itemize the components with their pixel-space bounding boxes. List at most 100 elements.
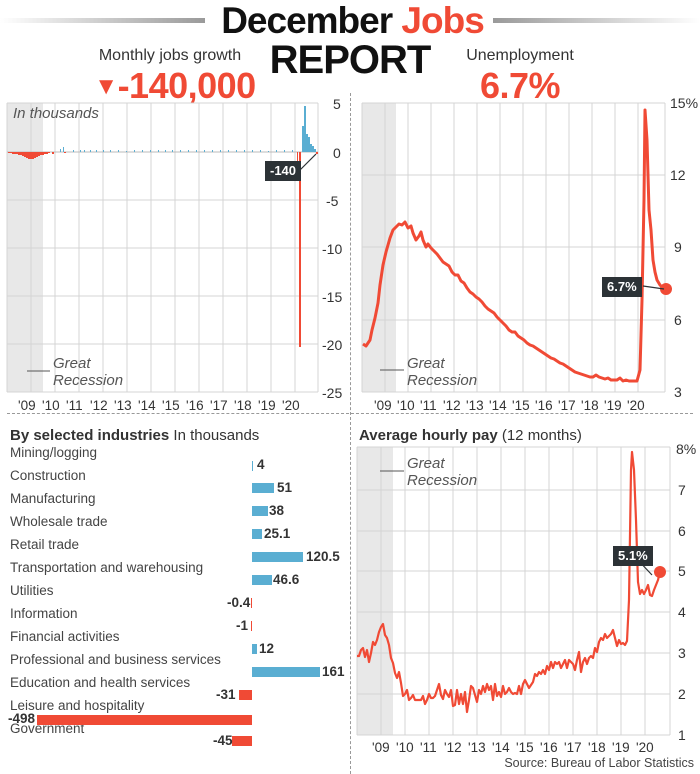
industry-value: 12 bbox=[259, 641, 275, 656]
industries-title-text: By selected industries bbox=[10, 427, 170, 444]
unemployment-ytick: 9 bbox=[674, 239, 682, 255]
industry-label: Construction bbox=[10, 468, 86, 483]
industry-bar bbox=[251, 621, 252, 631]
jobs-xtick: '11 bbox=[66, 398, 83, 413]
jobs-xtick: '15 bbox=[162, 398, 180, 413]
jobs-xtick: '19 bbox=[258, 398, 276, 413]
industry-bar bbox=[252, 667, 320, 677]
unemployment-xtick: '10 bbox=[397, 398, 415, 413]
jobs-ytick: -10 bbox=[322, 241, 343, 257]
industry-value: 120.5 bbox=[306, 549, 340, 564]
industry-label: Utilities bbox=[10, 583, 54, 598]
jobs-xtick: '20 bbox=[282, 398, 300, 413]
title-part1: December bbox=[221, 0, 393, 41]
industry-bar bbox=[252, 644, 257, 654]
hourly-pay-subtitle: (12 months) bbox=[501, 427, 582, 444]
hourly-pay-xtick: '16 bbox=[540, 740, 558, 755]
unemployment-callout: 6.7% bbox=[602, 277, 642, 297]
hourly-pay-xtick: '13 bbox=[468, 740, 486, 755]
hourly-pay-xtick: '15 bbox=[516, 740, 534, 755]
jobs-units-note: In thousands bbox=[13, 105, 99, 122]
industry-value: 51 bbox=[277, 480, 293, 495]
jobs-ytick: -15 bbox=[322, 289, 343, 305]
industry-label: Wholesale trade bbox=[10, 514, 108, 529]
industry-value: 4 bbox=[257, 457, 265, 472]
unemployment-ytick: 3 bbox=[674, 384, 682, 400]
recession-label-line2: Recession bbox=[53, 372, 124, 389]
industry-label: Education and health services bbox=[10, 675, 191, 690]
unemployment-xtick: '17 bbox=[558, 398, 576, 413]
industry-value: 161 bbox=[322, 664, 345, 679]
jobs-ytick: -25 bbox=[322, 385, 343, 401]
jobs-xtick: '18 bbox=[234, 398, 252, 413]
jobs-kpi-label: Monthly jobs growth bbox=[98, 47, 242, 64]
jobs-kpi-number: -140,000 bbox=[117, 65, 257, 106]
hourly-pay-xtick: '10 bbox=[396, 740, 414, 755]
industry-bar bbox=[252, 461, 253, 471]
vertical-divider bbox=[350, 93, 351, 774]
industry-label: Professional and business services bbox=[10, 652, 221, 667]
industry-value: -0.4 bbox=[227, 595, 251, 610]
hourly-pay-ytick: 8% bbox=[676, 441, 697, 457]
hourly-pay-ytick: 2 bbox=[678, 686, 686, 702]
unemployment-xtick: '13 bbox=[466, 398, 484, 413]
industry-bar bbox=[252, 506, 268, 516]
recession-label-line1: Great bbox=[407, 355, 445, 372]
industry-label: Mining/logging bbox=[10, 445, 98, 460]
industries-subtitle: In thousands bbox=[173, 427, 260, 444]
unemployment-xtick: '19 bbox=[604, 398, 622, 413]
unemployment-xtick: '12 bbox=[443, 398, 461, 413]
hourly-pay-ytick: 7 bbox=[678, 482, 686, 498]
recession-label-line1: Great bbox=[53, 355, 91, 372]
jobs-xtick: '10 bbox=[42, 398, 60, 413]
hourly-pay-xtick: '20 bbox=[636, 740, 654, 755]
hourly-pay-xtick: '18 bbox=[588, 740, 606, 755]
industry-bar bbox=[252, 483, 274, 493]
unemployment-xtick: '18 bbox=[581, 398, 599, 413]
industries-title: By selected industries In thousands bbox=[10, 427, 259, 444]
unemployment-xtick: '20 bbox=[627, 398, 645, 413]
hourly-pay-ytick: 1 bbox=[678, 727, 686, 743]
jobs-xtick: '12 bbox=[90, 398, 108, 413]
hourly-pay-title-text: Average hourly pay bbox=[359, 427, 498, 444]
unemployment-recession-label: Great Recession bbox=[407, 355, 477, 389]
horizontal-divider bbox=[7, 413, 693, 414]
recession-label-line2: Recession bbox=[407, 372, 478, 389]
industry-label: Manufacturing bbox=[10, 491, 96, 506]
hourly-pay-xtick: '19 bbox=[612, 740, 630, 755]
jobs-xtick: '13 bbox=[114, 398, 132, 413]
page-title-line2: REPORT bbox=[269, 38, 432, 82]
hourly-pay-title: Average hourly pay (12 months) bbox=[359, 427, 582, 444]
industry-bar bbox=[232, 736, 252, 746]
industry-value: 38 bbox=[269, 503, 285, 518]
industry-value: -1 bbox=[236, 618, 249, 633]
hourly-pay-ytick: 5 bbox=[678, 563, 686, 579]
hourly-pay-callout: 5.1% bbox=[613, 546, 653, 566]
unemployment-xtick: '16 bbox=[535, 398, 553, 413]
hourly-pay-xtick: '17 bbox=[564, 740, 582, 755]
unemployment-kpi-value: 6.7% bbox=[479, 65, 561, 106]
hourly-pay-xtick: '14 bbox=[492, 740, 510, 755]
hourly-pay-xtick: '11 bbox=[420, 740, 437, 755]
source-note: Source: Bureau of Labor Statistics bbox=[504, 756, 694, 770]
hourly-pay-recession-label: Great Recession bbox=[407, 455, 477, 489]
hourly-pay-xtick: '09 bbox=[372, 740, 390, 755]
industry-value: -498 bbox=[8, 711, 36, 726]
jobs-kpi-value: ▼-140,000 bbox=[40, 66, 310, 107]
jobs-xtick: '14 bbox=[138, 398, 156, 413]
title-part2: Jobs bbox=[401, 0, 484, 41]
industry-value: 46.6 bbox=[273, 572, 300, 587]
page-title: December Jobs bbox=[215, 0, 490, 42]
industry-bar bbox=[37, 715, 252, 725]
industry-label: Financial activities bbox=[10, 629, 120, 644]
jobs-xtick: '09 bbox=[18, 398, 36, 413]
unemployment-kpi-label: Unemployment bbox=[466, 47, 574, 64]
unemployment-ytick: 6 bbox=[674, 312, 682, 328]
down-arrow-icon: ▼ bbox=[94, 73, 118, 100]
unemployment-ytick: 15% bbox=[670, 95, 699, 111]
hourly-pay-ytick: 6 bbox=[678, 523, 686, 539]
hourly-pay-xtick: '12 bbox=[444, 740, 462, 755]
industry-bar bbox=[252, 575, 272, 585]
